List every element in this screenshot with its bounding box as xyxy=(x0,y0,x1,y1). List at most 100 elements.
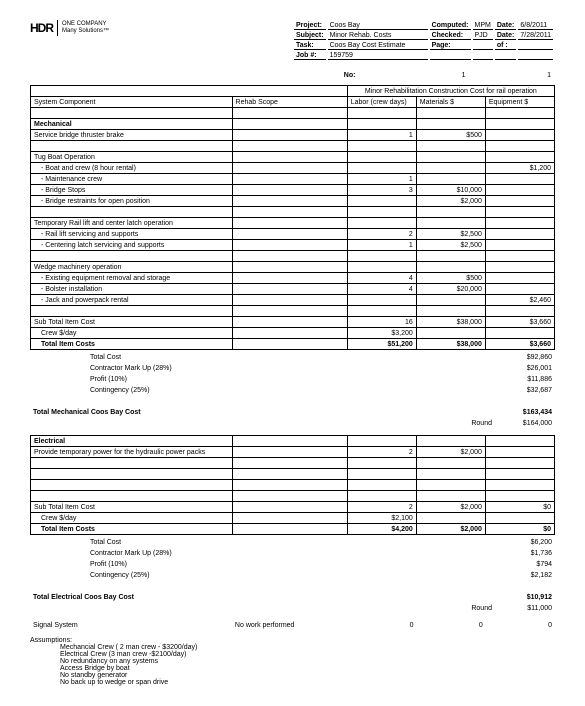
mech-r1-a: Service bridge thruster brake xyxy=(31,130,233,141)
assume-3: No redundancy on any systems xyxy=(30,658,555,665)
mech-r3b-a: - Centering latch servicing and supports xyxy=(31,240,233,251)
assume-6: No back up to wedge or span drive xyxy=(30,679,555,686)
logo-divider xyxy=(57,20,58,36)
date1-label: Date: xyxy=(495,22,517,30)
logo-mark: HDR xyxy=(30,21,53,35)
mech-t5-a: Total Mechanical Coos Bay Cost xyxy=(30,407,495,418)
mech-r2c-c: 3 xyxy=(347,185,416,196)
mech-sub-a: Sub Total Item Cost xyxy=(31,317,233,328)
elec-sub-c: 2 xyxy=(347,502,416,513)
logo-line1: ONE COMPANY xyxy=(62,21,107,27)
no-label: No: xyxy=(342,72,424,79)
mech-r1-c: 1 xyxy=(347,130,416,141)
mech-t2-a: Contractor Mark Up (28%) xyxy=(30,363,495,374)
mech-total-d: $38,000 xyxy=(416,339,485,350)
mech-r4c-e: $2,460 xyxy=(485,295,554,306)
elec-totals: Total Cost$6,200 Contractor Mark Up (28%… xyxy=(30,537,555,614)
mech-r3b-d: $2,500 xyxy=(416,240,485,251)
elec-r1-d: $2,000 xyxy=(416,447,485,458)
elec-total-c: $4,200 xyxy=(347,524,416,535)
mech-total-a: Total Item Costs xyxy=(31,339,233,350)
header-info: Project: Coos Bay Computed: MPM Date: 6/… xyxy=(292,20,555,62)
mech-sub-d: $38,000 xyxy=(416,317,485,328)
mech-r2-head: Tug Boat Operation xyxy=(31,152,233,163)
mech-sub-c: 16 xyxy=(347,317,416,328)
elec-t2-v: $1,736 xyxy=(495,548,555,559)
elec-total-e: $0 xyxy=(485,524,554,535)
page-label: Page: xyxy=(430,42,471,50)
mech-totals: Total Cost$92,860 Contractor Mark Up (28… xyxy=(30,352,555,429)
header: HDR ONE COMPANY Many Solutions™ Project:… xyxy=(30,20,555,62)
mech-r3-head: Temporary Rail lift and center latch ope… xyxy=(31,218,233,229)
mech-r3a-d: $2,500 xyxy=(416,229,485,240)
logo: HDR ONE COMPANY Many Solutions™ xyxy=(30,20,109,36)
date2-label: Date: xyxy=(495,32,517,40)
signal-a: Signal System xyxy=(30,620,232,631)
date2-value: 7/28/2011 xyxy=(518,32,553,40)
mech-r2c-d: $10,000 xyxy=(416,185,485,196)
mech-round: $164,000 xyxy=(495,418,555,429)
elec-t1-a: Total Cost xyxy=(30,537,495,548)
col-scope: Rehab Scope xyxy=(232,97,347,108)
mech-r4-head: Wedge machinery operation xyxy=(31,262,233,273)
no-right: 1 xyxy=(512,72,554,79)
mech-r2d-d: $2,000 xyxy=(416,196,485,207)
mech-r3a-c: 2 xyxy=(347,229,416,240)
assumptions: Assumptions: Mechancial Crew ( 2 man cre… xyxy=(30,637,555,686)
elec-t5-a: Total Electrical Coos Bay Cost xyxy=(30,592,495,603)
signal-b: No work performed xyxy=(232,620,347,631)
mech-r4b-c: 4 xyxy=(347,284,416,295)
mech-r2a-a: - Boat and crew (8 hour rental) xyxy=(31,163,233,174)
mech-t3-a: Profit (10%) xyxy=(30,374,495,385)
mech-t3-v: $11,886 xyxy=(495,374,555,385)
col-labor: Labor (crew days) xyxy=(347,97,416,108)
col-materials: Materials $ xyxy=(416,97,485,108)
assume-head: Assumptions: xyxy=(30,637,555,644)
elec-total-a: Total Item Costs xyxy=(31,524,233,535)
no-left: 1 xyxy=(426,72,467,79)
elec-t5-v: $10,912 xyxy=(495,592,555,603)
elec-t4-a: Contingency (25%) xyxy=(30,570,495,581)
signal-c: 0 xyxy=(347,620,416,631)
mech-r4a-d: $500 xyxy=(416,273,485,284)
elec-table: Electrical Provide temporary power for t… xyxy=(30,435,555,535)
subject-value: Minor Rehab. Costs xyxy=(328,32,428,40)
elec-t4-v: $2,182 xyxy=(495,570,555,581)
elec-sub-d: $2,000 xyxy=(416,502,485,513)
checked-label: Checked: xyxy=(430,32,471,40)
assume-2: Electrical Crew (3 man crew -$2100/day) xyxy=(30,651,555,658)
signal-e: 0 xyxy=(486,620,555,631)
job-label: Job #: xyxy=(294,52,326,60)
elec-round-lbl: Round xyxy=(30,603,495,614)
assume-5: No standby generator xyxy=(30,672,555,679)
mech-sub-e: $3,660 xyxy=(485,317,554,328)
mech-r2b-c: 1 xyxy=(347,174,416,185)
mech-r4c-a: - Jack and powerpack rental xyxy=(31,295,233,306)
mech-crew-a: Crew $/day xyxy=(31,328,233,339)
subject-label: Subject: xyxy=(294,32,326,40)
logo-tagline: ONE COMPANY Many Solutions™ xyxy=(62,21,109,34)
elec-sub-e: $0 xyxy=(485,502,554,513)
mech-r4b-d: $20,000 xyxy=(416,284,485,295)
mech-total-e: $3,660 xyxy=(485,339,554,350)
computed-value: MPM xyxy=(473,22,493,30)
mech-t4-a: Contingency (25%) xyxy=(30,385,495,396)
assume-4: Access Bridge by boat xyxy=(30,665,555,672)
page-of-label: of : xyxy=(495,42,517,50)
checked-value: PJD xyxy=(473,32,493,40)
mech-r2a-e: $1,200 xyxy=(485,163,554,174)
elec-r1-a: Provide temporary power for the hydrauli… xyxy=(31,447,233,458)
computed-label: Computed: xyxy=(430,22,471,30)
elec-t2-a: Contractor Mark Up (28%) xyxy=(30,548,495,559)
elec-total-d: $2,000 xyxy=(416,524,485,535)
job-value: 159759 xyxy=(328,52,428,60)
mech-round-lbl: Round xyxy=(30,418,495,429)
task-label: Task: xyxy=(294,42,326,50)
cost-table: Minor Rehabilitation Construction Cost f… xyxy=(30,85,555,350)
elec-sub-a: Sub Total Item Cost xyxy=(31,502,233,513)
mech-r4a-c: 4 xyxy=(347,273,416,284)
mech-r2c-a: - Bridge Stops xyxy=(31,185,233,196)
date1-value: 6/8/2011 xyxy=(518,22,553,30)
mech-t1-v: $92,860 xyxy=(495,352,555,363)
mech-total-c: $51,200 xyxy=(347,339,416,350)
